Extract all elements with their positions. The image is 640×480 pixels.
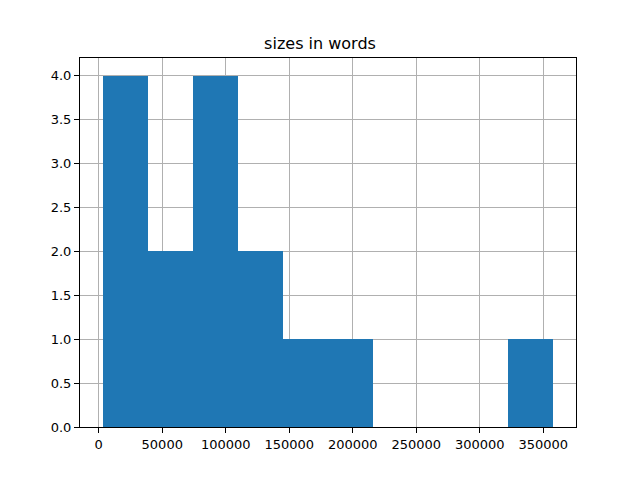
svg-text:2.0: 2.0 — [51, 244, 72, 259]
svg-text:3.0: 3.0 — [51, 156, 72, 171]
svg-text:350000: 350000 — [518, 437, 568, 452]
svg-text:0.5: 0.5 — [51, 376, 72, 391]
svg-text:3.5: 3.5 — [51, 112, 72, 127]
svg-text:0: 0 — [95, 437, 103, 452]
svg-text:100000: 100000 — [201, 437, 251, 452]
svg-text:4.0: 4.0 — [51, 68, 72, 83]
svg-text:300000: 300000 — [455, 437, 505, 452]
svg-text:0.0: 0.0 — [51, 420, 72, 435]
svg-text:250000: 250000 — [391, 437, 441, 452]
svg-text:1.0: 1.0 — [51, 332, 72, 347]
svg-text:150000: 150000 — [264, 437, 314, 452]
svg-text:200000: 200000 — [328, 437, 378, 452]
svg-text:sizes in words: sizes in words — [264, 34, 376, 53]
svg-text:2.5: 2.5 — [51, 200, 72, 215]
svg-text:50000: 50000 — [142, 437, 183, 452]
svg-text:1.5: 1.5 — [51, 288, 72, 303]
